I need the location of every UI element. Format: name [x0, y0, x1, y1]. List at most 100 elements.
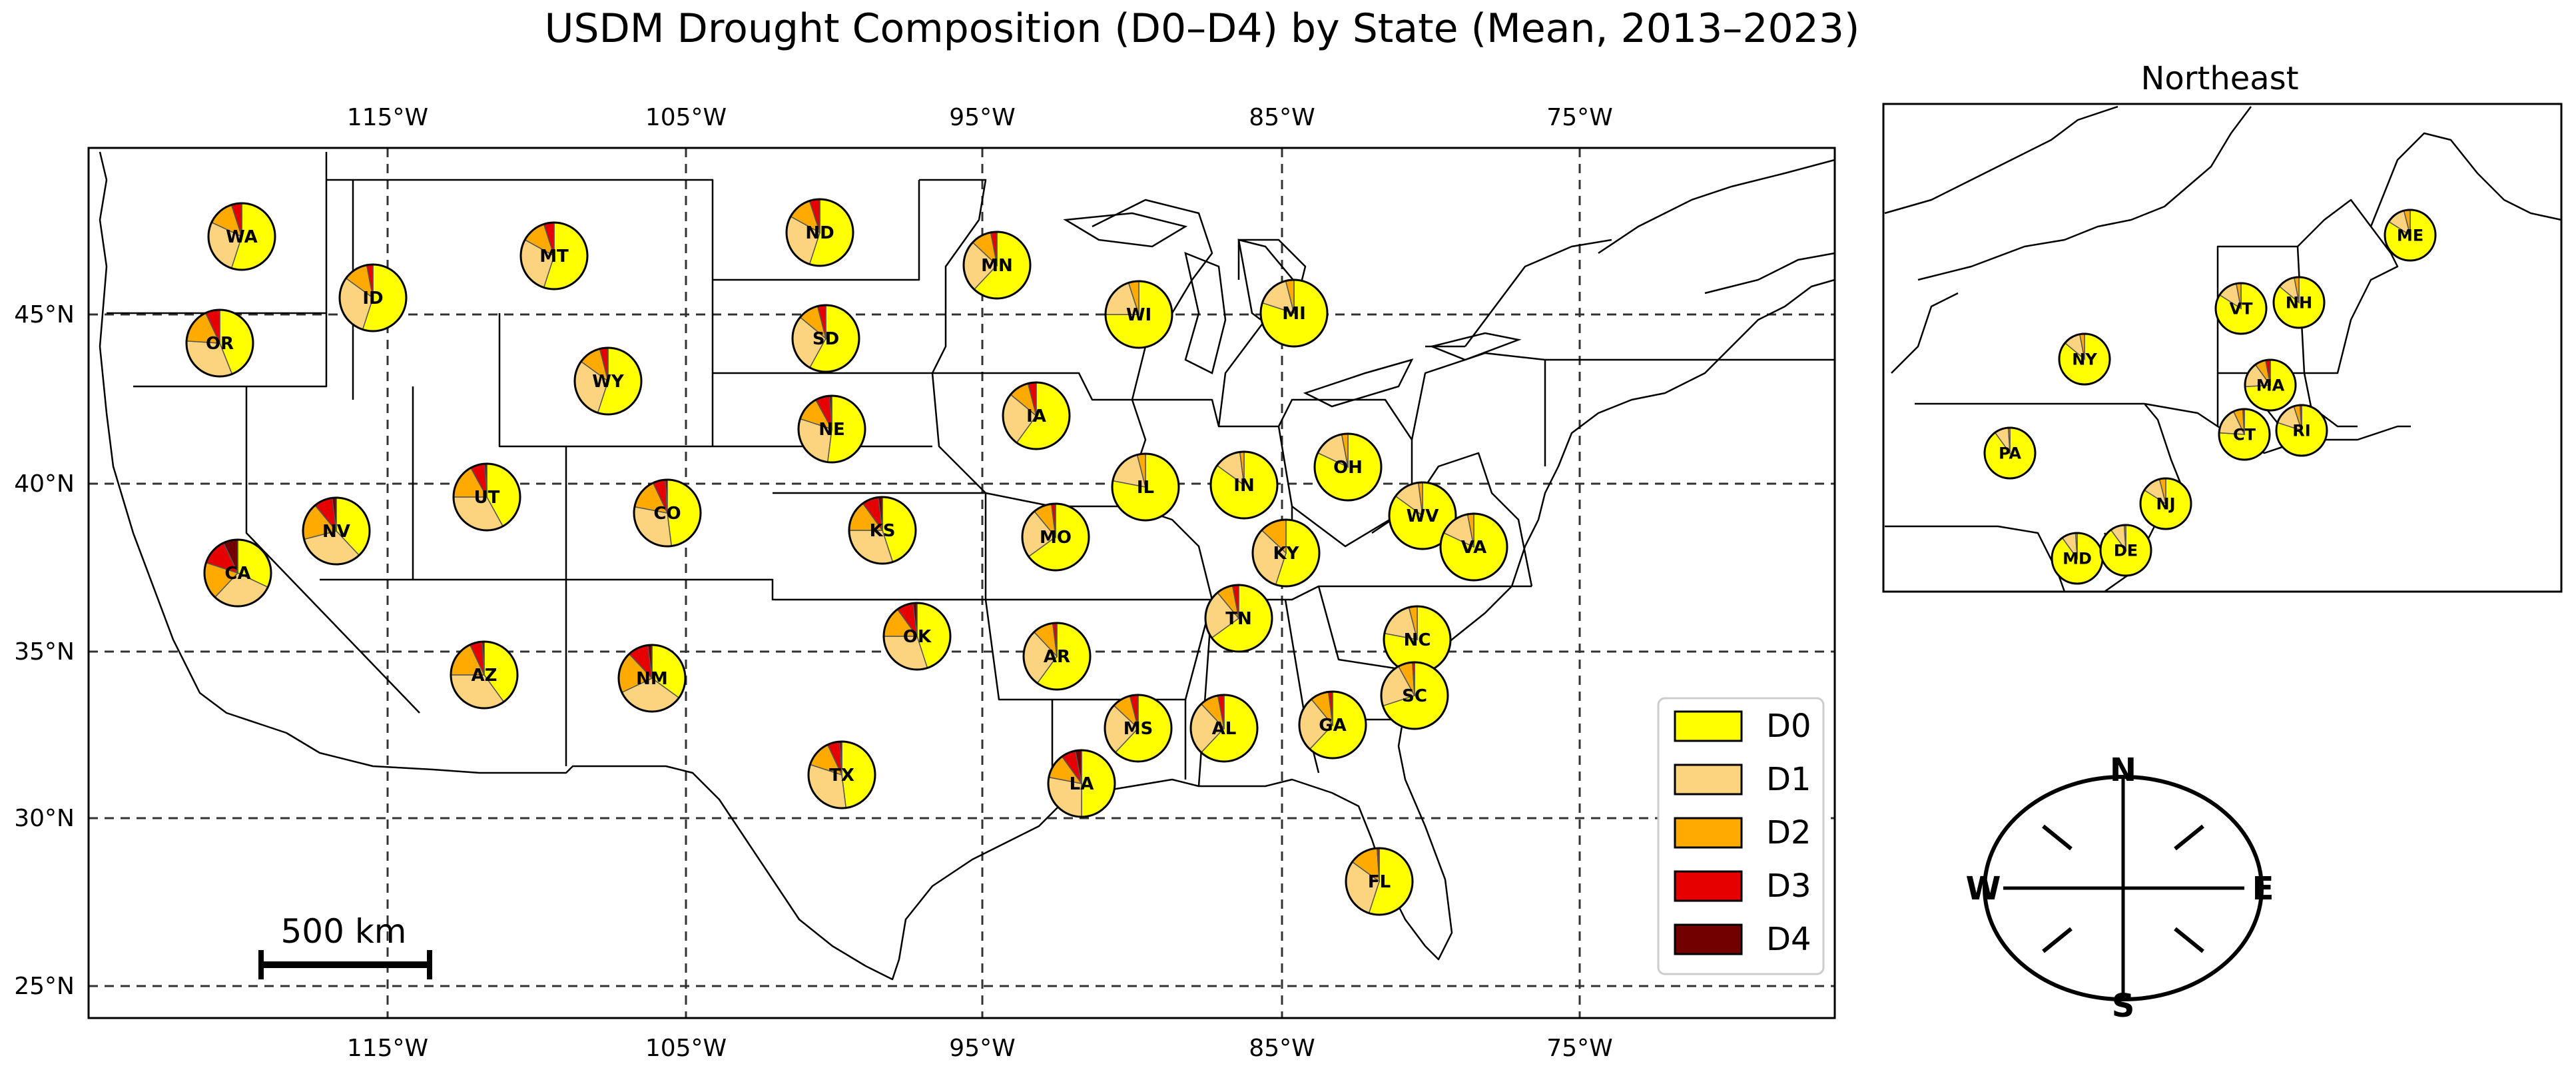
- pie-outline: [1439, 512, 1508, 582]
- lon-tick-bottom: 105°W: [645, 1035, 727, 1062]
- compass-south: S: [2112, 987, 2135, 1025]
- figure-title: USDM Drought Composition (D0–D4) by Stat…: [545, 5, 1860, 52]
- state-label: CT: [2233, 425, 2256, 444]
- pie-outline: [882, 602, 952, 671]
- legend-label-d4: D4: [1766, 921, 1811, 958]
- state-pie-az: AZ: [450, 640, 519, 710]
- pie-outline: [1047, 749, 1116, 818]
- compass-north: N: [2110, 752, 2136, 789]
- canada-coast: [1598, 159, 1835, 294]
- state-label: SC: [1402, 686, 1427, 706]
- state-label: CA: [224, 564, 250, 584]
- northeast-inset: Northeast ME VT NH NY MA CT RI PA NJ MD DE: [1882, 60, 2563, 593]
- state-pie-nm: NM: [617, 644, 687, 713]
- legend-swatch-d3: [1674, 870, 1743, 902]
- pie-outline: [2099, 524, 2152, 577]
- state-pie-al: AL: [1189, 694, 1259, 763]
- lon-tick-top: 105°W: [645, 104, 727, 131]
- state-pie-nj: NJ: [2139, 477, 2192, 530]
- state-label: MD: [2063, 549, 2092, 568]
- pie-outline: [1022, 622, 1092, 691]
- state-pie-id: ID: [338, 263, 408, 332]
- state-pie-wy: WY: [573, 346, 643, 416]
- pie-outline: [1002, 381, 1071, 450]
- state-label: ID: [362, 288, 383, 308]
- state-label: MS: [1124, 719, 1153, 739]
- lon-tick-top: 85°W: [1249, 104, 1315, 131]
- state-label: TN: [1225, 609, 1252, 629]
- state-pie-ia: IA: [1002, 381, 1071, 450]
- pie-outline: [519, 221, 589, 290]
- state-pie-ks: KS: [848, 496, 917, 565]
- state-label: MN: [981, 256, 1013, 276]
- state-label: SD: [812, 329, 839, 349]
- compass-east: E: [2252, 870, 2274, 907]
- state-pie-ok: OK: [882, 602, 952, 671]
- pie-outline: [302, 496, 371, 566]
- lon-ticks-top: 115°W 105°W 95°W 85°W 75°W: [347, 104, 1613, 131]
- lat-tick: 40°N: [14, 470, 75, 498]
- state-pie-tn: TN: [1204, 584, 1273, 653]
- state-label: WA: [226, 227, 258, 247]
- pie-outline: [185, 308, 254, 378]
- pie-outline: [2272, 276, 2326, 329]
- main-map: WA OR CA ID NV MT WY UT CO AZ NM ND SD NE KS OK TX MN IA MO…: [14, 104, 1836, 1062]
- state-pie-mn: MN: [962, 231, 1032, 300]
- state-pie-ga: GA: [1298, 690, 1367, 760]
- lon-tick-bottom: 115°W: [347, 1035, 428, 1062]
- pie-outline: [2214, 282, 2268, 335]
- scale-bar: 500 km: [258, 912, 432, 979]
- pie-outline: [1104, 280, 1173, 349]
- pie-outline: [1204, 584, 1273, 653]
- pie-outline: [1298, 690, 1367, 760]
- state-label: PA: [1999, 444, 2021, 462]
- inset-pies: ME VT NH NY MA CT RI PA NJ MD DE: [1983, 209, 2437, 585]
- state-pie-ne: NE: [797, 394, 866, 464]
- state-pie-tx: TX: [807, 740, 876, 809]
- legend-label-d3: D3: [1766, 867, 1811, 905]
- pie-outline: [848, 496, 917, 565]
- state-label: RI: [2292, 421, 2310, 440]
- pie-outline: [2275, 404, 2328, 457]
- state-pie-oh: OH: [1313, 432, 1383, 502]
- pie-outline: [203, 538, 272, 608]
- state-pie-pa: PA: [1983, 426, 2037, 480]
- state-pie-ut: UT: [452, 462, 521, 532]
- state-pie-wi: WI: [1104, 280, 1173, 349]
- state-label: KS: [870, 521, 896, 541]
- state-label: IL: [1137, 478, 1154, 498]
- pie-outline: [1104, 694, 1173, 763]
- pie-outline: [1313, 432, 1383, 502]
- compass-west: W: [1966, 870, 2001, 907]
- pie-outline: [1111, 452, 1180, 522]
- state-pie-fl: FL: [1345, 847, 1414, 916]
- state-label: MO: [1040, 528, 1072, 548]
- great-lakes: [1063, 212, 1522, 408]
- legend-swatch-d0: [1674, 710, 1743, 742]
- state-pie-ma: MA: [2244, 358, 2297, 412]
- state-label: WI: [1126, 305, 1151, 325]
- state-label: WY: [592, 372, 625, 392]
- state-label: AR: [1044, 647, 1070, 667]
- pie-outline: [1388, 481, 1457, 550]
- legend-items: D0 D1 D2 D3 D4: [1674, 708, 1811, 958]
- state-pie-ms: MS: [1104, 694, 1173, 763]
- state-label: AL: [1212, 719, 1237, 739]
- legend-label-d0: D0: [1766, 708, 1811, 745]
- pie-outline: [2244, 358, 2297, 412]
- state-pie-il: IL: [1111, 452, 1180, 522]
- state-pie-wa: WA: [207, 202, 276, 271]
- legend-label-d1: D1: [1766, 761, 1811, 798]
- pie-outline: [1251, 518, 1321, 588]
- state-label: TX: [829, 766, 854, 786]
- state-label: OR: [206, 334, 234, 354]
- state-label: WV: [1407, 506, 1439, 526]
- lat-tick: 25°N: [14, 973, 75, 1000]
- state-label: IA: [1026, 406, 1046, 426]
- lon-tick-bottom: 85°W: [1249, 1035, 1315, 1062]
- state-label: OK: [903, 627, 932, 647]
- lon-tick-bottom: 95°W: [949, 1035, 1015, 1062]
- state-label: LA: [1070, 774, 1094, 794]
- state-pie-nc: NC: [1383, 605, 1452, 674]
- state-label: ME: [2397, 226, 2423, 245]
